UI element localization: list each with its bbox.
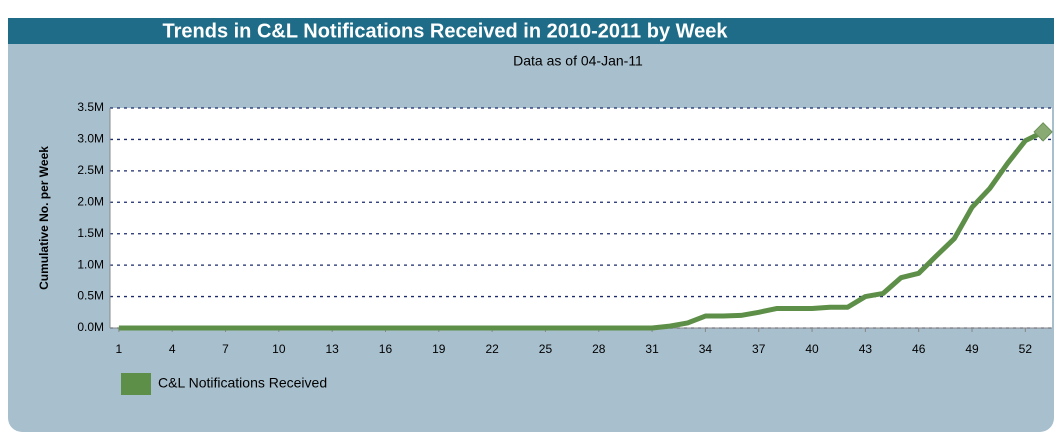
x-tick-label: 13 xyxy=(325,342,339,356)
legend-swatch xyxy=(121,373,151,395)
chart-title: Trends in C&L Notifications Received in … xyxy=(162,20,728,42)
x-tick-label: 52 xyxy=(1019,342,1033,356)
x-tick-label: 34 xyxy=(699,342,713,356)
legend-label: C&L Notifications Received xyxy=(158,375,327,391)
x-tick-label: 22 xyxy=(485,342,499,356)
header-bar xyxy=(8,18,1054,44)
y-tick-label: 3.0M xyxy=(77,132,104,146)
plot-area xyxy=(110,108,1052,328)
series-line xyxy=(118,129,1045,331)
x-tick-label: 1 xyxy=(116,342,123,356)
x-tick-label: 49 xyxy=(965,342,979,356)
x-tick-label: 4 xyxy=(169,342,176,356)
x-tick-label: 37 xyxy=(752,342,766,356)
y-tick-label: 1.0M xyxy=(77,257,104,271)
y-tick-label: 1.5M xyxy=(77,226,104,240)
y-tick-label: 0.0M xyxy=(77,320,104,334)
x-tick-label: 46 xyxy=(912,342,926,356)
chart-subtitle: Data as of 04-Jan-11 xyxy=(513,53,643,69)
y-tick-label: 0.5M xyxy=(77,289,104,303)
x-tick-label: 7 xyxy=(222,342,229,356)
x-tick-label: 10 xyxy=(272,342,286,356)
x-tick-label: 28 xyxy=(592,342,606,356)
y-axis-label: Cumulative No. per Week xyxy=(37,146,51,290)
y-tick-label: 2.0M xyxy=(77,194,104,208)
x-tick-label: 25 xyxy=(539,342,553,356)
x-tick-label: 19 xyxy=(432,342,446,356)
x-tick-label: 16 xyxy=(379,342,393,356)
end-marker xyxy=(1033,122,1053,142)
y-tick-label: 3.5M xyxy=(77,100,104,114)
x-tick-label: 43 xyxy=(859,342,873,356)
y-tick-label: 2.5M xyxy=(77,163,104,177)
x-tick-label: 40 xyxy=(805,342,819,356)
x-tick-label: 31 xyxy=(645,342,659,356)
